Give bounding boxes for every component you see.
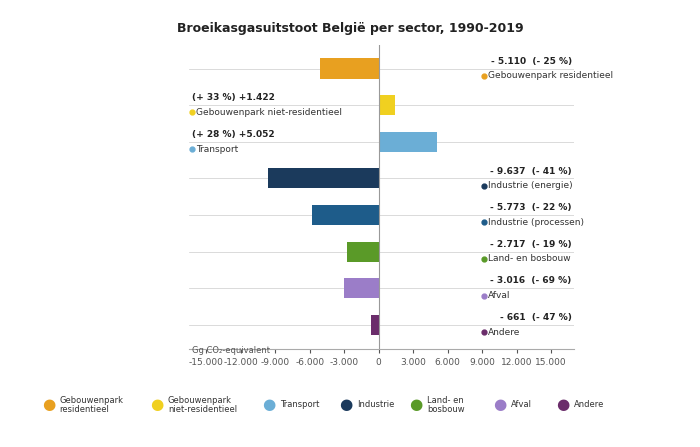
Text: ●: ● [494,397,507,412]
Text: - 5.110  (- 25 %): - 5.110 (- 25 %) [491,57,572,66]
Text: - 9.637  (- 41 %): - 9.637 (- 41 %) [490,167,572,176]
Text: ●: ● [556,397,570,412]
Bar [344,278,379,298]
Bar [371,315,379,335]
Text: bosbouw: bosbouw [427,405,465,413]
Text: Industrie (energie): Industrie (energie) [488,181,573,190]
Text: ●: ● [262,397,276,412]
Text: - 5.773  (- 22 %): - 5.773 (- 22 %) [490,203,572,212]
Text: Gebouwenpark niet-residentieel: Gebouwenpark niet-residentieel [196,108,342,117]
Text: Gebouwenpark: Gebouwenpark [60,396,123,405]
Text: Gebouwenpark: Gebouwenpark [168,396,232,405]
Bar [268,169,379,189]
Text: Land- en bosbouw: Land- en bosbouw [488,254,570,263]
Text: Afval: Afval [511,400,532,409]
Text: Transport: Transport [280,400,319,409]
Text: ●: ● [410,397,423,412]
Text: Industrie: Industrie [357,400,394,409]
Text: Afval: Afval [488,291,510,300]
Text: ●: ● [150,397,164,412]
Bar [347,241,379,261]
Text: Andere: Andere [488,328,520,337]
Text: - 661  (- 47 %): - 661 (- 47 %) [500,313,572,322]
Text: - 2.717  (- 19 %): - 2.717 (- 19 %) [490,240,572,249]
Bar [379,95,395,115]
Text: Gg CO₂-equivalent: Gg CO₂-equivalent [193,346,270,355]
Text: ●: ● [42,397,55,412]
Text: niet-residentieel: niet-residentieel [168,405,237,413]
Text: - 3.016  (- 69 %): - 3.016 (- 69 %) [491,276,572,286]
Text: (+ 28 %) +5.052: (+ 28 %) +5.052 [193,130,275,139]
Text: Transport: Transport [196,144,238,154]
Text: Andere: Andere [574,400,604,409]
Text: ●: ● [340,397,353,412]
Text: residentieel: residentieel [60,405,109,413]
Bar [312,205,379,225]
Bar [379,132,437,152]
Text: Land- en: Land- en [427,396,463,405]
Bar [320,59,379,79]
Text: Industrie (processen): Industrie (processen) [488,218,584,227]
Text: Gebouwenpark residentieel: Gebouwenpark residentieel [488,72,613,80]
Text: Broeikasgasuitstoot België per sector, 1990-2019: Broeikasgasuitstoot België per sector, 1… [176,22,524,35]
Text: (+ 33 %) +1.422: (+ 33 %) +1.422 [193,93,275,102]
